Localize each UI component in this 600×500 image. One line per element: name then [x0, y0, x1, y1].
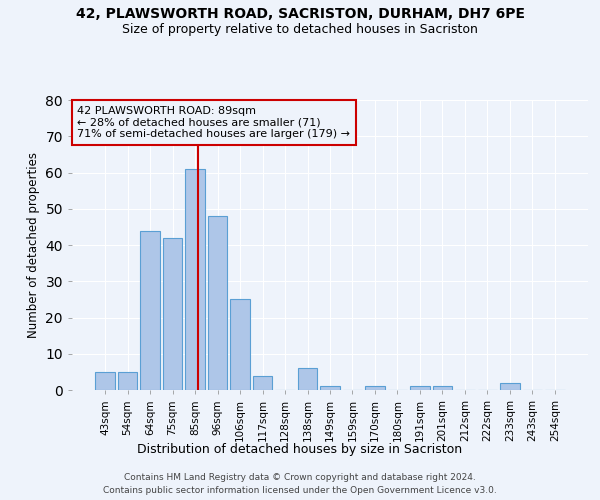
Bar — [118, 372, 137, 390]
Text: Size of property relative to detached houses in Sacriston: Size of property relative to detached ho… — [122, 22, 478, 36]
Bar — [140, 230, 160, 390]
Bar — [95, 372, 115, 390]
Text: Contains public sector information licensed under the Open Government Licence v3: Contains public sector information licen… — [103, 486, 497, 495]
Bar — [230, 300, 250, 390]
Bar — [253, 376, 272, 390]
Text: Contains HM Land Registry data © Crown copyright and database right 2024.: Contains HM Land Registry data © Crown c… — [124, 472, 476, 482]
Bar — [433, 386, 452, 390]
Bar — [185, 169, 205, 390]
Y-axis label: Number of detached properties: Number of detached properties — [27, 152, 40, 338]
Text: Distribution of detached houses by size in Sacriston: Distribution of detached houses by size … — [137, 442, 463, 456]
Bar — [298, 368, 317, 390]
Bar — [500, 383, 520, 390]
Bar — [208, 216, 227, 390]
Bar — [365, 386, 385, 390]
Bar — [163, 238, 182, 390]
Text: 42 PLAWSWORTH ROAD: 89sqm
← 28% of detached houses are smaller (71)
71% of semi-: 42 PLAWSWORTH ROAD: 89sqm ← 28% of detac… — [77, 106, 350, 139]
Bar — [320, 386, 340, 390]
Text: 42, PLAWSWORTH ROAD, SACRISTON, DURHAM, DH7 6PE: 42, PLAWSWORTH ROAD, SACRISTON, DURHAM, … — [76, 8, 524, 22]
Bar — [410, 386, 430, 390]
